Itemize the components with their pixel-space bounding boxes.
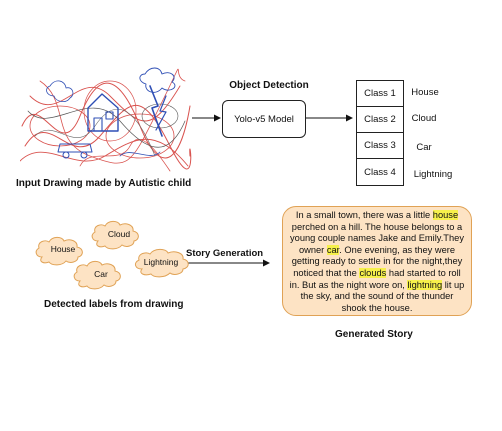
class-id-2: Class 2 <box>357 107 403 133</box>
cloud-lightning-shape <box>134 248 189 278</box>
class-name-1: House <box>411 87 439 98</box>
story-highlight-car: car <box>326 244 340 255</box>
label-house: House <box>50 244 76 254</box>
object-detection-title: Object Detection <box>229 80 309 91</box>
story-text: In a small town, there was a little hous… <box>289 210 465 313</box>
class-name-2: Cloud <box>411 113 437 124</box>
cloud-cloud-shape <box>91 220 139 250</box>
class-name-4: Lightning <box>413 169 453 180</box>
story-segment-3: . One evening, as they were getting read… <box>291 244 463 278</box>
story-box: In a small town, there was a little hous… <box>282 206 472 316</box>
story-caption: Generated Story <box>335 329 413 340</box>
class-table: Class 1 Class 2 Class 3 Class 4 <box>356 80 404 186</box>
story-segment-2: perched on a hill. The house belongs to … <box>290 221 464 255</box>
class-id-3: Class 3 <box>357 133 403 159</box>
cloud-car-shape <box>73 260 121 290</box>
story-segment-1: In a small town, there was a little <box>295 210 433 220</box>
story-generation-label: Story Generation <box>186 248 264 259</box>
yolo-model-label: Yolo-v5 Model <box>234 113 294 125</box>
labels-caption: Detected labels from drawing <box>44 299 184 310</box>
class-id-1: Class 1 <box>357 81 403 107</box>
label-cloud: Cloud <box>107 229 131 239</box>
yolo-model-box: Yolo-v5 Model <box>222 100 306 138</box>
class-name-3: Car <box>416 142 432 153</box>
drawing-caption: Input Drawing made by Autistic child <box>16 178 192 189</box>
label-car: Car <box>94 269 108 279</box>
story-highlight-house: house <box>432 210 459 220</box>
story-highlight-clouds: clouds <box>359 267 387 278</box>
cloud-house-shape <box>35 236 83 266</box>
story-segment-5: lit up the sky, and the sound of the thu… <box>300 279 465 313</box>
label-lightning: Lightning <box>143 257 179 267</box>
class-id-4: Class 4 <box>364 166 396 178</box>
story-highlight-lightning: lightning <box>407 279 443 290</box>
story-segment-4: had started to roll in. But as the night… <box>289 267 461 290</box>
child-drawing-image <box>20 67 192 172</box>
